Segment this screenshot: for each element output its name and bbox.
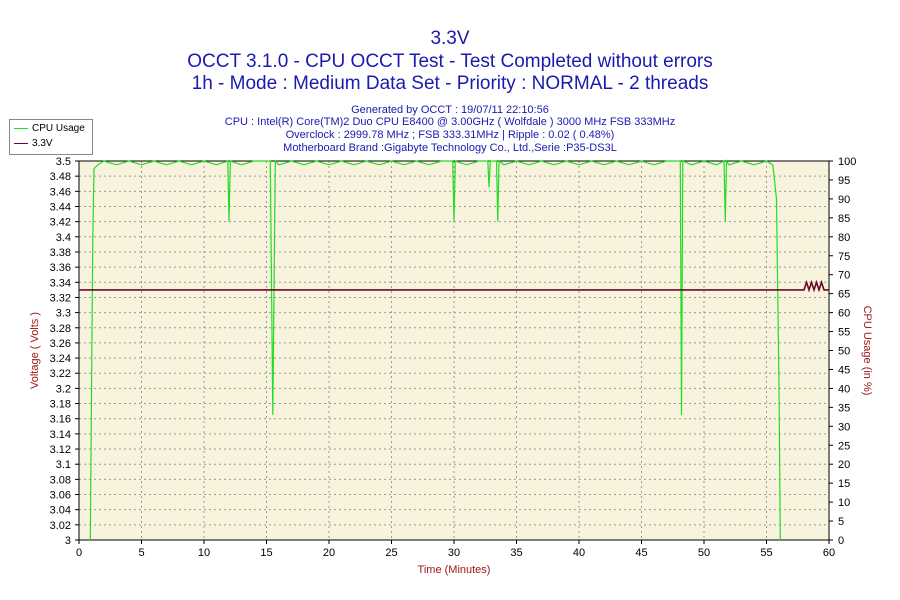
info-cpu: CPU : Intel(R) Core(TM)2 Duo CPU E8400 @… xyxy=(224,116,676,128)
x-tick-label: 55 xyxy=(760,547,772,559)
y-tick-label: 3.08 xyxy=(50,474,71,486)
y-tick-label: 3.18 xyxy=(50,399,71,411)
info-motherboard: Motherboard Brand :Gigabyte Technology C… xyxy=(283,142,617,154)
y-tick-label: 3.22 xyxy=(50,368,71,380)
y-tick-label: 3.34 xyxy=(50,277,71,289)
y-tick-label: 3.26 xyxy=(50,338,71,350)
y-tick-label: 3.42 xyxy=(50,217,71,229)
y2-tick-label: 55 xyxy=(838,327,850,339)
y-tick-label: 3.16 xyxy=(50,414,71,426)
y2-tick-label: 0 xyxy=(838,535,844,547)
x-tick-label: 45 xyxy=(635,547,647,559)
chart-legend: CPU Usage 3.3V xyxy=(9,119,93,155)
chart-subtitle: OCCT 3.1.0 - CPU OCCT Test - Test Comple… xyxy=(187,51,713,72)
y-tick-label: 3.4 xyxy=(56,232,71,244)
y-tick-label: 3.12 xyxy=(50,444,71,456)
y-tick-label: 3.02 xyxy=(50,520,71,532)
y-tick-label: 3.36 xyxy=(50,262,71,274)
y2-tick-label: 80 xyxy=(838,232,850,244)
x-tick-label: 15 xyxy=(260,547,272,559)
y-tick-label: 3.48 xyxy=(50,171,71,183)
x-tick-label: 35 xyxy=(510,547,522,559)
series-line-3v3 xyxy=(79,279,829,293)
chart-title: 3.3V xyxy=(430,28,470,49)
y2-tick-label: 90 xyxy=(838,194,850,206)
info-generated: Generated by OCCT : 19/07/11 22:10:56 xyxy=(351,104,549,116)
y2-tick-label: 30 xyxy=(838,421,850,433)
y-tick-label: 3.32 xyxy=(50,292,71,304)
legend-swatch-voltage xyxy=(14,142,28,144)
y2-tick-label: 10 xyxy=(838,497,850,509)
x-tick-label: 20 xyxy=(323,547,335,559)
y-tick-label: 3.14 xyxy=(50,429,71,441)
y2-tick-label: 65 xyxy=(838,289,850,301)
y2-axis-label: CPU Usage (in %) xyxy=(861,306,873,396)
y-tick-label: 3.04 xyxy=(50,505,71,517)
info-overclock: Overclock : 2999.78 MHz ; FSB 333.31MHz … xyxy=(285,129,615,141)
y2-tick-label: 20 xyxy=(838,459,850,471)
chart-mode-line: 1h - Mode : Medium Data Set - Priority :… xyxy=(191,73,709,94)
y2-tick-label: 35 xyxy=(838,402,850,414)
x-tick-label: 5 xyxy=(138,547,144,559)
y2-tick-label: 95 xyxy=(838,175,850,187)
x-tick-label: 10 xyxy=(198,547,210,559)
legend-swatch-cpu xyxy=(14,127,28,129)
y-tick-label: 3.06 xyxy=(50,490,71,502)
y-tick-label: 3.24 xyxy=(50,353,71,365)
y2-tick-label: 100 xyxy=(838,156,856,168)
y-tick-label: 3.5 xyxy=(56,156,71,168)
y2-tick-label: 60 xyxy=(838,308,850,320)
y2-tick-label: 25 xyxy=(838,440,850,452)
y-tick-label: 3.28 xyxy=(50,323,71,335)
x-tick-label: 50 xyxy=(698,547,710,559)
y-tick-label: 3 xyxy=(65,535,71,547)
y-axis-label: Voltage ( Volts ) xyxy=(29,312,41,389)
y2-tick-label: 50 xyxy=(838,346,850,358)
legend-label-voltage: 3.3V xyxy=(32,138,53,149)
x-tick-label: 0 xyxy=(76,547,82,559)
y2-tick-label: 85 xyxy=(838,213,850,225)
y-tick-label: 3.46 xyxy=(50,186,71,198)
y2-tick-label: 15 xyxy=(838,478,850,490)
x-axis-label: Time (Minutes) xyxy=(418,564,491,576)
x-tick-label: 25 xyxy=(385,547,397,559)
y2-tick-label: 40 xyxy=(838,383,850,395)
y-tick-label: 3.2 xyxy=(56,383,71,395)
legend-item-cpu: CPU Usage xyxy=(14,122,85,136)
y-tick-label: 3.38 xyxy=(50,247,71,259)
series-line-cpu-usage xyxy=(89,159,781,541)
y2-tick-label: 5 xyxy=(838,516,844,528)
legend-item-voltage: 3.3V xyxy=(14,137,53,151)
y-tick-label: 3.1 xyxy=(56,459,71,471)
y-tick-label: 3.44 xyxy=(50,201,71,213)
y2-tick-label: 45 xyxy=(838,364,850,376)
y-tick-label: 3.3 xyxy=(56,308,71,320)
y2-tick-label: 75 xyxy=(838,251,850,263)
y2-tick-label: 70 xyxy=(838,270,850,282)
x-tick-label: 40 xyxy=(573,547,585,559)
legend-label-cpu: CPU Usage xyxy=(32,123,85,134)
x-tick-label: 60 xyxy=(823,547,835,559)
x-tick-label: 30 xyxy=(448,547,460,559)
